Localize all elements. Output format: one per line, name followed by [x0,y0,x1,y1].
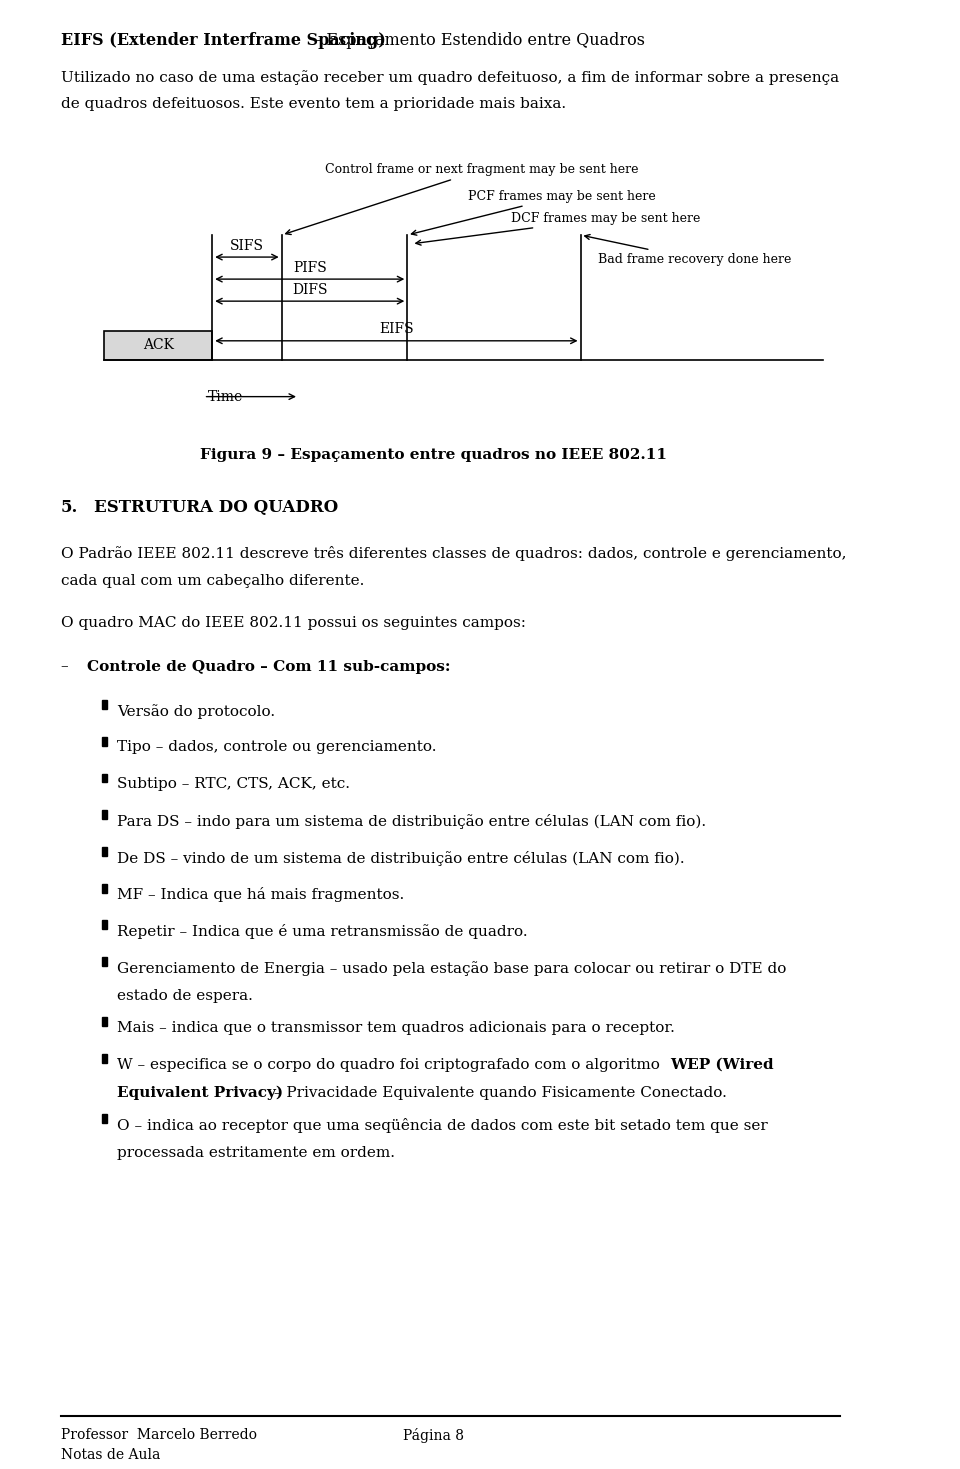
Text: Professor  Marcelo Berredo: Professor Marcelo Berredo [60,1428,256,1443]
Text: Utilizado no caso de uma estação receber um quadro defeituoso, a fim de informar: Utilizado no caso de uma estação receber… [60,71,839,85]
Text: Bad frame recovery done here: Bad frame recovery done here [585,235,791,266]
Text: Mais – indica que o transmissor tem quadros adicionais para o receptor.: Mais – indica que o transmissor tem quad… [117,1021,675,1036]
Bar [102,774,108,783]
Text: –: – [60,660,68,674]
Text: W – especifica se o corpo do quadro foi criptografado com o algoritmo: W – especifica se o corpo do quadro foi … [117,1058,664,1072]
Bar [102,1055,108,1064]
Text: de quadros defeituosos. Este evento tem a prioridade mais baixa.: de quadros defeituosos. Este evento tem … [60,97,565,112]
Text: ACK: ACK [143,338,174,353]
Text: Versão do protocolo.: Versão do protocolo. [117,704,276,718]
Text: MF – Indica que há mais fragmentos.: MF – Indica que há mais fragmentos. [117,887,404,902]
Text: Figura 9 – Espaçamento entre quadros no IEEE 802.11: Figura 9 – Espaçamento entre quadros no … [200,448,666,463]
Text: Gerenciamento de Energia – usado pela estação base para colocar ou retirar o DTE: Gerenciamento de Energia – usado pela es… [117,961,786,975]
Text: Subtipo – RTC, CTS, ACK, etc.: Subtipo – RTC, CTS, ACK, etc. [117,777,350,792]
Bar [102,848,108,856]
Text: 5.: 5. [60,499,78,517]
Text: EIFS: EIFS [379,322,414,336]
Text: Tipo – dados, controle ou gerenciamento.: Tipo – dados, controle ou gerenciamento. [117,740,437,755]
Text: Notas de Aula: Notas de Aula [60,1448,160,1463]
Text: Controle de Quadro – Com 11 sub-campos:: Controle de Quadro – Com 11 sub-campos: [86,660,450,674]
Text: O Padrão IEEE 802.11 descreve três diferentes classes de quadros: dados, control: O Padrão IEEE 802.11 descreve três difer… [60,546,846,561]
Text: EIFS (Extender Interframe Spacing): EIFS (Extender Interframe Spacing) [60,32,385,50]
Bar [102,921,108,930]
Text: De DS – vindo de um sistema de distribuição entre células (LAN com fio).: De DS – vindo de um sistema de distribui… [117,851,684,865]
Text: Control frame or next fragment may be sent here: Control frame or next fragment may be se… [286,163,638,235]
Text: DIFS: DIFS [292,282,327,297]
FancyBboxPatch shape [104,331,212,360]
Bar [102,1115,108,1124]
Bar [102,958,108,967]
Bar [102,737,108,746]
Text: SIFS: SIFS [230,238,264,253]
Text: O – indica ao receptor que uma seqüência de dados com este bit setado tem que se: O – indica ao receptor que uma seqüência… [117,1118,768,1133]
Text: Página 8: Página 8 [402,1428,464,1443]
Text: WEP (Wired: WEP (Wired [670,1058,774,1072]
Text: – Privacidade Equivalente quando Fisicamente Conectado.: – Privacidade Equivalente quando Fisicam… [270,1086,728,1100]
Text: cada qual com um cabeçalho diferente.: cada qual com um cabeçalho diferente. [60,574,364,589]
Text: – Espaçamento Estendido entre Quadros: – Espaçamento Estendido entre Quadros [307,32,644,50]
Text: ESTRUTURA DO QUADRO: ESTRUTURA DO QUADRO [93,499,338,517]
Text: Time: Time [208,389,243,404]
Text: PCF frames may be sent here: PCF frames may be sent here [412,190,656,235]
Text: Equivalent Privacy): Equivalent Privacy) [117,1086,283,1100]
Text: DCF frames may be sent here: DCF frames may be sent here [416,212,701,245]
Text: Para DS – indo para um sistema de distribuição entre células (LAN com fio).: Para DS – indo para um sistema de distri… [117,814,707,829]
Text: Repetir – Indica que é uma retransmissão de quadro.: Repetir – Indica que é uma retransmissão… [117,924,528,939]
Text: O quadro MAC do IEEE 802.11 possui os seguintes campos:: O quadro MAC do IEEE 802.11 possui os se… [60,616,526,630]
Bar [102,701,108,710]
Text: processada estritamente em ordem.: processada estritamente em ordem. [117,1146,395,1161]
Text: PIFS: PIFS [293,260,326,275]
Bar [102,1018,108,1027]
Bar [102,811,108,820]
Text: estado de espera.: estado de espera. [117,989,252,1003]
Bar [102,884,108,893]
